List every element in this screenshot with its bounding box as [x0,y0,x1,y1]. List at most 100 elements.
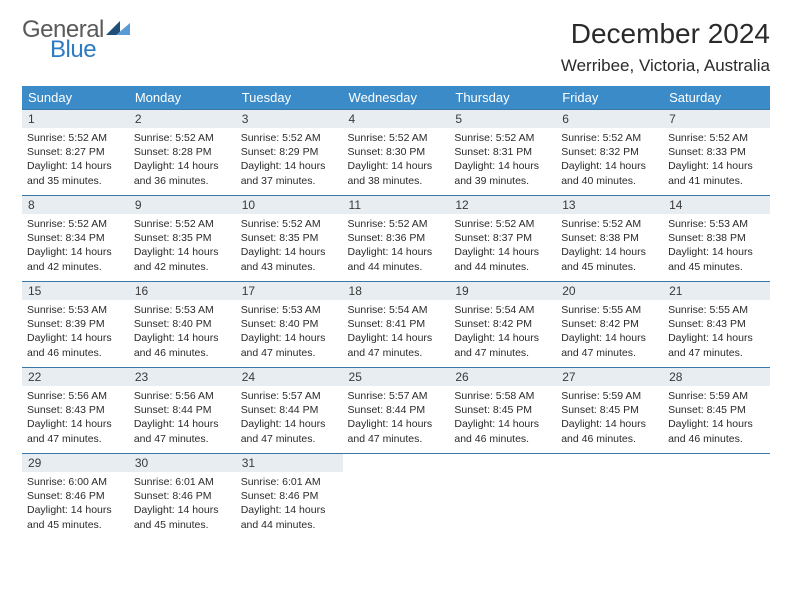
day-number: 14 [663,196,770,214]
day-details: Sunrise: 5:56 AMSunset: 8:43 PMDaylight:… [22,386,129,450]
calendar-day-cell: 28Sunrise: 5:59 AMSunset: 8:45 PMDayligh… [663,368,770,454]
day-details: Sunrise: 5:52 AMSunset: 8:36 PMDaylight:… [343,214,450,278]
day-details: Sunrise: 5:52 AMSunset: 8:32 PMDaylight:… [556,128,663,192]
calendar-day-cell: 8Sunrise: 5:52 AMSunset: 8:34 PMDaylight… [22,196,129,282]
weekday-header: Saturday [663,86,770,110]
day-details: Sunrise: 5:52 AMSunset: 8:35 PMDaylight:… [236,214,343,278]
day-details: Sunrise: 5:53 AMSunset: 8:40 PMDaylight:… [129,300,236,364]
day-number: 17 [236,282,343,300]
triangle-icon [106,19,130,39]
calendar-week-row: 1Sunrise: 5:52 AMSunset: 8:27 PMDaylight… [22,110,770,196]
day-details: Sunrise: 6:01 AMSunset: 8:46 PMDaylight:… [129,472,236,536]
calendar-day-cell: 9Sunrise: 5:52 AMSunset: 8:35 PMDaylight… [129,196,236,282]
day-details: Sunrise: 5:52 AMSunset: 8:29 PMDaylight:… [236,128,343,192]
day-details: Sunrise: 5:57 AMSunset: 8:44 PMDaylight:… [343,386,450,450]
day-number: 25 [343,368,450,386]
calendar-day-cell: .. [449,454,556,540]
calendar-day-cell: 26Sunrise: 5:58 AMSunset: 8:45 PMDayligh… [449,368,556,454]
day-number: 28 [663,368,770,386]
day-details: Sunrise: 5:53 AMSunset: 8:40 PMDaylight:… [236,300,343,364]
calendar-day-cell: 29Sunrise: 6:00 AMSunset: 8:46 PMDayligh… [22,454,129,540]
day-details: Sunrise: 5:55 AMSunset: 8:42 PMDaylight:… [556,300,663,364]
day-details: Sunrise: 5:52 AMSunset: 8:31 PMDaylight:… [449,128,556,192]
day-details: Sunrise: 5:52 AMSunset: 8:30 PMDaylight:… [343,128,450,192]
calendar-day-cell: 30Sunrise: 6:01 AMSunset: 8:46 PMDayligh… [129,454,236,540]
day-number: 9 [129,196,236,214]
day-number: 15 [22,282,129,300]
calendar-day-cell: 18Sunrise: 5:54 AMSunset: 8:41 PMDayligh… [343,282,450,368]
calendar-day-cell: 16Sunrise: 5:53 AMSunset: 8:40 PMDayligh… [129,282,236,368]
day-number: 27 [556,368,663,386]
day-details: Sunrise: 6:01 AMSunset: 8:46 PMDaylight:… [236,472,343,536]
calendar-day-cell: 4Sunrise: 5:52 AMSunset: 8:30 PMDaylight… [343,110,450,196]
day-details: Sunrise: 5:52 AMSunset: 8:28 PMDaylight:… [129,128,236,192]
day-number: 23 [129,368,236,386]
day-details: Sunrise: 5:59 AMSunset: 8:45 PMDaylight:… [556,386,663,450]
weekday-header: Sunday [22,86,129,110]
day-details: Sunrise: 5:56 AMSunset: 8:44 PMDaylight:… [129,386,236,450]
day-details: Sunrise: 5:52 AMSunset: 8:35 PMDaylight:… [129,214,236,278]
calendar-day-cell: 31Sunrise: 6:01 AMSunset: 8:46 PMDayligh… [236,454,343,540]
day-details: Sunrise: 6:00 AMSunset: 8:46 PMDaylight:… [22,472,129,536]
calendar-day-cell: 13Sunrise: 5:52 AMSunset: 8:38 PMDayligh… [556,196,663,282]
calendar-week-row: 29Sunrise: 6:00 AMSunset: 8:46 PMDayligh… [22,454,770,540]
calendar-day-cell: 3Sunrise: 5:52 AMSunset: 8:29 PMDaylight… [236,110,343,196]
weekday-header: Friday [556,86,663,110]
logo-word-blue: Blue [22,38,130,62]
calendar-day-cell: 10Sunrise: 5:52 AMSunset: 8:35 PMDayligh… [236,196,343,282]
weekday-header: Thursday [449,86,556,110]
day-number: 10 [236,196,343,214]
day-number: 19 [449,282,556,300]
day-number: 21 [663,282,770,300]
calendar-day-cell: 6Sunrise: 5:52 AMSunset: 8:32 PMDaylight… [556,110,663,196]
calendar-day-cell: 20Sunrise: 5:55 AMSunset: 8:42 PMDayligh… [556,282,663,368]
calendar-day-cell: 21Sunrise: 5:55 AMSunset: 8:43 PMDayligh… [663,282,770,368]
weekday-header: Monday [129,86,236,110]
day-details: Sunrise: 5:52 AMSunset: 8:34 PMDaylight:… [22,214,129,278]
weekday-header-row: Sunday Monday Tuesday Wednesday Thursday… [22,86,770,110]
day-details: Sunrise: 5:53 AMSunset: 8:38 PMDaylight:… [663,214,770,278]
day-number: 7 [663,110,770,128]
calendar-day-cell: 27Sunrise: 5:59 AMSunset: 8:45 PMDayligh… [556,368,663,454]
calendar-day-cell: 23Sunrise: 5:56 AMSunset: 8:44 PMDayligh… [129,368,236,454]
calendar-day-cell: 2Sunrise: 5:52 AMSunset: 8:28 PMDaylight… [129,110,236,196]
calendar-day-cell: 5Sunrise: 5:52 AMSunset: 8:31 PMDaylight… [449,110,556,196]
weekday-header: Tuesday [236,86,343,110]
day-details: Sunrise: 5:52 AMSunset: 8:27 PMDaylight:… [22,128,129,192]
day-number: 22 [22,368,129,386]
calendar-week-row: 15Sunrise: 5:53 AMSunset: 8:39 PMDayligh… [22,282,770,368]
day-number: 5 [449,110,556,128]
day-details: Sunrise: 5:53 AMSunset: 8:39 PMDaylight:… [22,300,129,364]
day-number: 4 [343,110,450,128]
day-number: 1 [22,110,129,128]
calendar-day-cell: 1Sunrise: 5:52 AMSunset: 8:27 PMDaylight… [22,110,129,196]
calendar-week-row: 8Sunrise: 5:52 AMSunset: 8:34 PMDaylight… [22,196,770,282]
calendar-week-row: 22Sunrise: 5:56 AMSunset: 8:43 PMDayligh… [22,368,770,454]
day-number: 13 [556,196,663,214]
calendar-day-cell: 14Sunrise: 5:53 AMSunset: 8:38 PMDayligh… [663,196,770,282]
day-number: 2 [129,110,236,128]
calendar-day-cell: 19Sunrise: 5:54 AMSunset: 8:42 PMDayligh… [449,282,556,368]
day-details: Sunrise: 5:55 AMSunset: 8:43 PMDaylight:… [663,300,770,364]
header: General Blue December 2024 Werribee, Vic… [22,18,770,76]
calendar-day-cell: 7Sunrise: 5:52 AMSunset: 8:33 PMDaylight… [663,110,770,196]
day-number: 26 [449,368,556,386]
day-details: Sunrise: 5:52 AMSunset: 8:37 PMDaylight:… [449,214,556,278]
day-details: Sunrise: 5:52 AMSunset: 8:38 PMDaylight:… [556,214,663,278]
title-block: December 2024 Werribee, Victoria, Austra… [561,18,770,76]
day-details: Sunrise: 5:52 AMSunset: 8:33 PMDaylight:… [663,128,770,192]
day-details: Sunrise: 5:54 AMSunset: 8:41 PMDaylight:… [343,300,450,364]
calendar-table: Sunday Monday Tuesday Wednesday Thursday… [22,86,770,540]
day-number: 12 [449,196,556,214]
calendar-day-cell: 25Sunrise: 5:57 AMSunset: 8:44 PMDayligh… [343,368,450,454]
day-number: 11 [343,196,450,214]
day-number: 24 [236,368,343,386]
page-title: December 2024 [561,18,770,50]
calendar-day-cell: .. [556,454,663,540]
day-details: Sunrise: 5:54 AMSunset: 8:42 PMDaylight:… [449,300,556,364]
day-details: Sunrise: 5:59 AMSunset: 8:45 PMDaylight:… [663,386,770,450]
day-number: 31 [236,454,343,472]
calendar-day-cell: 15Sunrise: 5:53 AMSunset: 8:39 PMDayligh… [22,282,129,368]
calendar-day-cell: .. [343,454,450,540]
calendar-day-cell: 17Sunrise: 5:53 AMSunset: 8:40 PMDayligh… [236,282,343,368]
